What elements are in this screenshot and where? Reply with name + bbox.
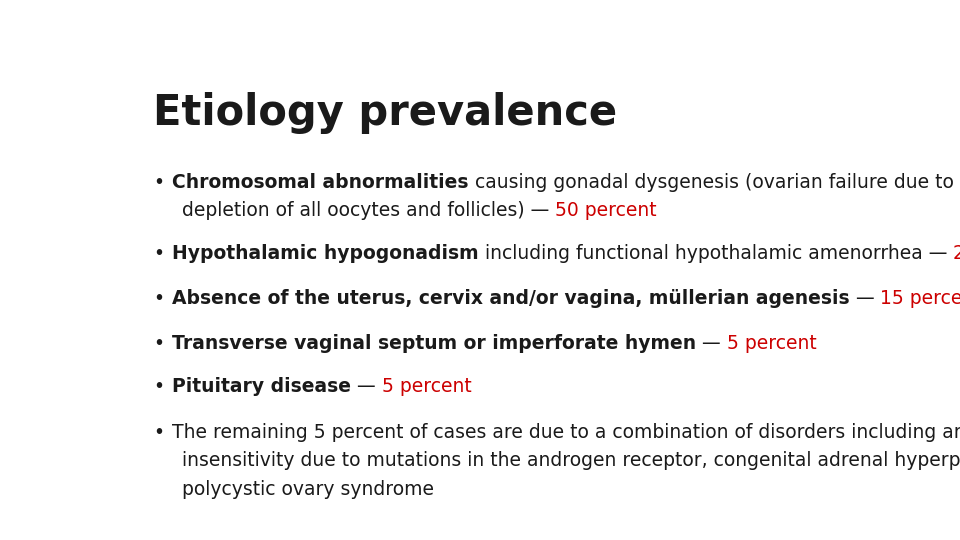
Text: The remaining 5 percent of cases are due to a combination of disorders including: The remaining 5 percent of cases are due… xyxy=(172,423,960,442)
Text: depletion of all oocytes and follicles) —: depletion of all oocytes and follicles) … xyxy=(181,201,555,220)
Text: Absence of the uterus, cervix and/or vagina, müllerian agenesis: Absence of the uterus, cervix and/or vag… xyxy=(172,289,850,308)
Text: 50 percent: 50 percent xyxy=(555,201,657,220)
Text: •: • xyxy=(154,377,164,396)
Text: •: • xyxy=(154,334,164,353)
Text: —: — xyxy=(351,377,382,396)
Text: 5 percent: 5 percent xyxy=(382,377,471,396)
Text: —: — xyxy=(696,334,727,353)
Text: •: • xyxy=(154,423,164,442)
Text: 20 percent: 20 percent xyxy=(953,244,960,262)
Text: •: • xyxy=(154,289,164,308)
Text: Transverse vaginal septum or imperforate hymen: Transverse vaginal septum or imperforate… xyxy=(172,334,696,353)
Text: Pituitary disease: Pituitary disease xyxy=(172,377,351,396)
Text: 15 percent: 15 percent xyxy=(880,289,960,308)
Text: •: • xyxy=(154,173,164,192)
Text: 5 percent: 5 percent xyxy=(727,334,817,353)
Text: polycystic ovary syndrome: polycystic ovary syndrome xyxy=(181,480,434,499)
Text: Hypothalamic hypogonadism: Hypothalamic hypogonadism xyxy=(172,244,479,262)
Text: Etiology prevalence: Etiology prevalence xyxy=(154,92,617,134)
Text: Chromosomal abnormalities: Chromosomal abnormalities xyxy=(172,173,468,192)
Text: including functional hypothalamic amenorrhea —: including functional hypothalamic amenor… xyxy=(479,244,953,262)
Text: insensitivity due to mutations in the androgen receptor, congenital adrenal hype: insensitivity due to mutations in the an… xyxy=(181,451,960,470)
Text: •: • xyxy=(154,244,164,262)
Text: —: — xyxy=(850,289,880,308)
Text: causing gonadal dysgenesis (ovarian failure due to the premature: causing gonadal dysgenesis (ovarian fail… xyxy=(468,173,960,192)
